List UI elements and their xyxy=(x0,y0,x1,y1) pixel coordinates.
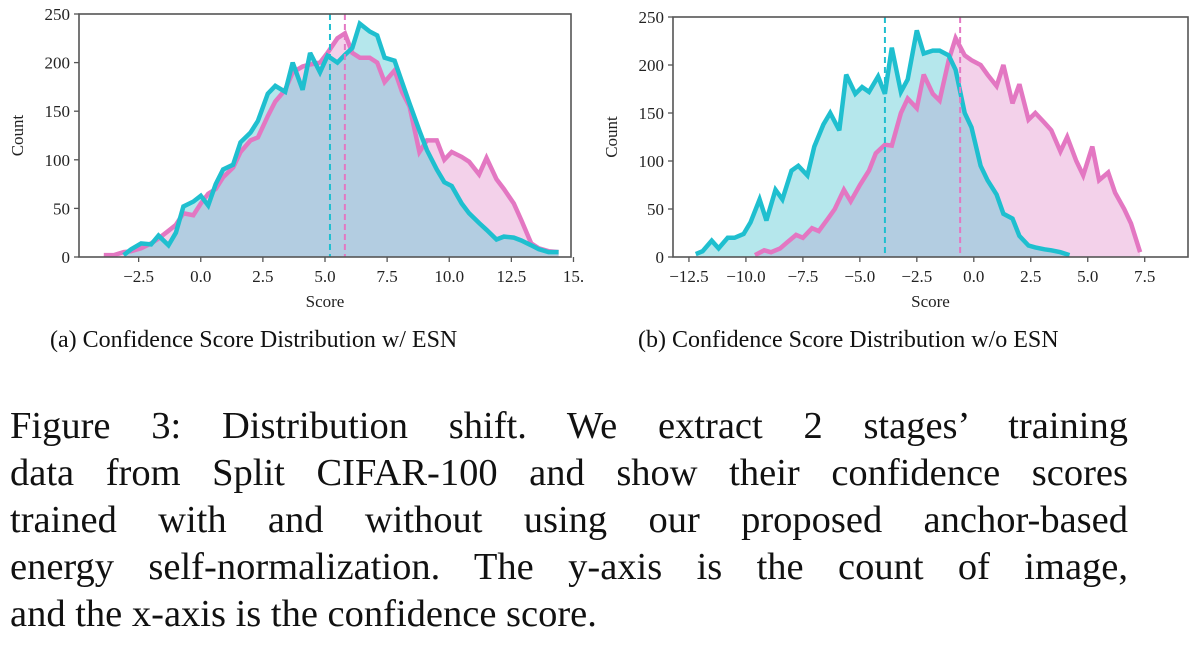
x-tick-label: −10.0 xyxy=(726,267,765,286)
plot-area xyxy=(103,14,559,257)
x-tick-label: 5.0 xyxy=(314,267,335,286)
y-tick-label: 0 xyxy=(62,248,71,267)
y-tick-label: 200 xyxy=(45,54,71,73)
y-axis-label: Count xyxy=(602,116,621,158)
figure-caption: Figure 3: Distribution shift. We extract… xyxy=(10,403,1128,638)
y-tick-label: 200 xyxy=(639,56,665,75)
axes-frame xyxy=(672,16,1189,258)
caption-line: trained with and without using our propo… xyxy=(10,499,1128,541)
caption-line: and the x-axis is the confidence score. xyxy=(10,593,597,635)
x-tick-label: 2.5 xyxy=(1020,267,1041,286)
caption-line: data from Split CIFAR-100 and show their… xyxy=(10,452,1128,494)
x-axis-label: Score xyxy=(306,292,345,311)
x-tick-label: −12.5 xyxy=(669,267,708,286)
x-tick-label: 5.0 xyxy=(1077,267,1098,286)
caption-line: Figure 3: Distribution shift. We extract… xyxy=(10,405,1128,447)
y-tick-label: 100 xyxy=(45,151,71,170)
x-tick-label: −2.5 xyxy=(123,267,154,286)
x-tick-label: 7.5 xyxy=(1134,267,1155,286)
x-tick-label: 0.0 xyxy=(963,267,984,286)
x-tick-label: 10.0 xyxy=(434,267,464,286)
x-tick-label: −7.5 xyxy=(787,267,818,286)
y-tick-label: 50 xyxy=(53,199,70,218)
x-tick-label: 7.5 xyxy=(376,267,397,286)
y-tick-label: 250 xyxy=(45,5,71,24)
subcaption-b: (b) Confidence Score Distribution w/o ES… xyxy=(638,327,1059,353)
x-axis-label: Score xyxy=(911,292,950,311)
overlap-fill xyxy=(123,33,559,257)
series-line-stage-2 xyxy=(694,29,1071,257)
y-tick-label: 150 xyxy=(639,104,665,123)
y-tick-label: 100 xyxy=(639,152,665,171)
y-tick-label: 150 xyxy=(45,102,71,121)
chart-b-without-esn: 0 50 100 150 200 250 −12.5 −10.0 −7.5 −5.0 −2.5 0.0… xyxy=(602,8,1189,311)
chart-a-with-esn: 0 50 100 150 200 250 −2.5 0.0 2.5 5.0 7.5 10.0 12.5 1… xyxy=(8,5,584,311)
x-tick-label: 15. xyxy=(563,267,584,286)
x-tick-label: 0.0 xyxy=(190,267,211,286)
x-tick-label: 12.5 xyxy=(496,267,526,286)
plot-area xyxy=(694,17,1143,257)
y-tick-label: 250 xyxy=(639,8,665,27)
x-tick-label: −2.5 xyxy=(901,267,932,286)
y-tick-label: 0 xyxy=(656,248,665,267)
x-tick-label: 2.5 xyxy=(252,267,273,286)
series-line-stage-2 xyxy=(122,19,559,257)
y-axis-label: Count xyxy=(8,114,27,156)
y-tick-label: 50 xyxy=(647,200,664,219)
subcaption-a: (a) Confidence Score Distribution w/ ESN xyxy=(50,327,458,353)
caption-line: energy self-normalization. The y-axis is… xyxy=(10,546,1128,588)
x-tick-label: −5.0 xyxy=(844,267,875,286)
